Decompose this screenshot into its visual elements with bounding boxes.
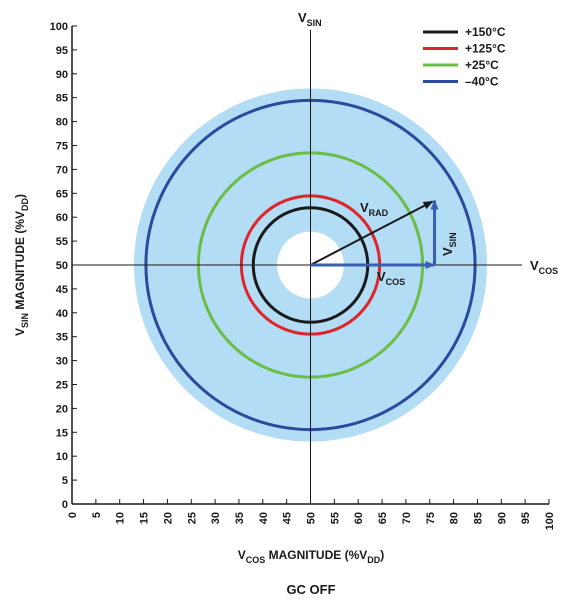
y-tick-label: 15	[56, 427, 68, 439]
y-tick-label: 100	[50, 21, 68, 33]
x-axis-title: VCOS MAGNITUDE (%VDD)	[238, 548, 385, 565]
x-tick-label: 50	[306, 512, 318, 524]
y-tick-label: 60	[56, 212, 68, 224]
x-tick-label: 100	[544, 512, 556, 530]
legend-label-3: –40°C	[465, 75, 499, 89]
x-tick-label: 65	[377, 512, 389, 524]
legend-label-1: +125°C	[465, 42, 506, 56]
y-tick-label: 20	[56, 403, 68, 415]
y-tick-label: 5	[62, 475, 68, 487]
vsin-axis-label: VSIN	[298, 10, 322, 28]
vcos-axis-label: VCOS	[530, 258, 558, 276]
y-tick-label: 0	[62, 499, 68, 511]
vsin-label: VSIN	[440, 232, 458, 256]
x-tick-label: 80	[449, 512, 461, 524]
x-tick-label: 40	[258, 512, 270, 524]
legend-label-0: +150°C	[465, 25, 506, 39]
x-tick-label: 60	[353, 512, 365, 524]
x-tick-label: 85	[472, 512, 484, 524]
vrad-vector	[310, 200, 434, 266]
caption: GC OFF	[286, 582, 335, 597]
y-tick-label: 55	[56, 236, 68, 248]
y-tick-label: 45	[56, 284, 68, 296]
y-tick-label: 35	[56, 332, 68, 344]
x-tick-label: 25	[186, 512, 198, 524]
x-tick-label: 55	[329, 512, 341, 524]
operating-band	[134, 88, 487, 442]
y-tick-label: 30	[56, 356, 68, 368]
vrad-label: VRAD	[360, 200, 389, 218]
x-tick-label: 5	[91, 512, 103, 518]
y-tick-label: 25	[56, 380, 68, 392]
x-tick-label: 75	[425, 512, 437, 524]
y-tick-label: 50	[56, 260, 68, 272]
x-tick-label: 15	[139, 512, 151, 524]
y-tick-label: 95	[56, 45, 68, 57]
x-tick-label: 20	[162, 512, 174, 524]
y-tick-label: 90	[56, 69, 68, 81]
y-tick-label: 40	[56, 308, 68, 320]
y-tick-label: 65	[56, 188, 68, 200]
x-tick-label: 95	[520, 512, 532, 524]
x-tick-label: 35	[234, 512, 246, 524]
legend-label-2: +25°C	[465, 58, 499, 72]
x-tick-label: 0	[67, 512, 79, 518]
y-tick-label: 10	[56, 451, 68, 463]
x-tick-label: 45	[282, 512, 294, 524]
y-tick-label: 85	[56, 93, 68, 105]
vcos-label: VCOS	[377, 269, 405, 287]
x-tick-label: 90	[496, 512, 508, 524]
y-tick-label: 70	[56, 164, 68, 176]
x-tick-label: 70	[401, 512, 413, 524]
y-tick-label: 75	[56, 141, 68, 153]
x-tick-label: 10	[115, 512, 127, 524]
y-axis-title: VSIN MAGNITUDE (%VDD)	[13, 194, 30, 336]
x-tick-label: 30	[210, 512, 222, 524]
y-tick-label: 80	[56, 117, 68, 129]
legend: +150°C +125°C +25°C –40°C	[423, 25, 506, 89]
